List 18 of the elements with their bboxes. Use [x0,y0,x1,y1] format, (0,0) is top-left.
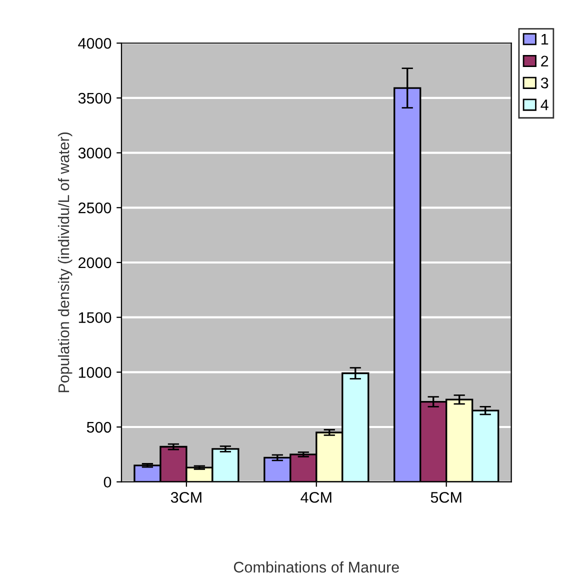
legend-label: 3 [540,78,548,88]
y-tick-label: 3000 [78,148,112,158]
legend-label: 2 [541,56,548,66]
y-axis-title: Population density (individu/L of water) [58,132,72,392]
y-tick-label: 0 [104,476,112,488]
y-tick-label: 3500 [78,92,112,104]
y-tick-label: 1000 [78,367,112,378]
legend-label: 4 [540,100,548,110]
y-tick-label: 1500 [78,312,112,324]
x-tick-label: 5CM [430,492,462,503]
y-tick-label: 500 [86,422,112,433]
y-tick-label: 2000 [78,257,112,268]
y-tick-label: 4000 [78,38,112,49]
x-tick-label: 3CM [170,492,202,503]
legend-label: 1 [542,34,548,44]
x-axis-title: Combinations of Manure [234,561,399,573]
x-tick-label: 4CM [300,492,332,503]
y-tick-label: 2500 [78,202,112,214]
